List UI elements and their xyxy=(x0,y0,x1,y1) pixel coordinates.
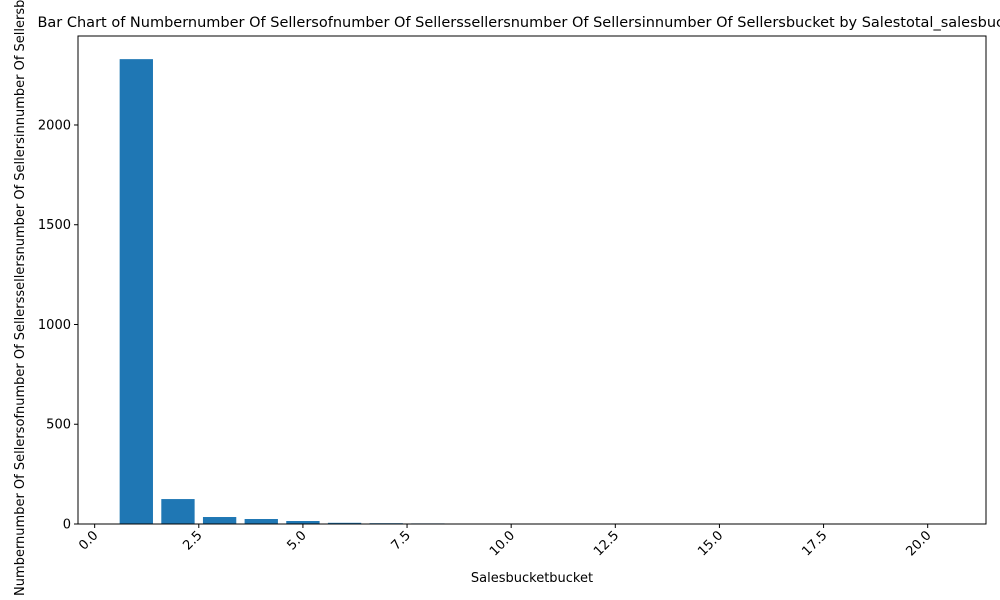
x-tick-label: 12.5 xyxy=(591,528,622,559)
bar-1 xyxy=(119,59,153,524)
chart-title: Bar Chart of Numbernumber Of Sellersofnu… xyxy=(37,15,1000,31)
x-tick-label: 17.5 xyxy=(799,528,830,559)
x-axis-ticks: 0.0 2.5 5.0 7.5 10.0 12.5 15.0 17.5 20.0 xyxy=(76,524,935,559)
x-tick-label: 7.5 xyxy=(389,528,414,553)
y-axis-label: Numbernumber Of Sellersofnumber Of Selle… xyxy=(13,0,28,596)
y-tick-label: 500 xyxy=(46,418,71,433)
x-axis-label: Salesbucketbucket xyxy=(471,571,593,586)
y-axis-ticks: 0 500 1000 1500 2000 xyxy=(38,118,78,533)
bar-3 xyxy=(202,517,237,524)
x-tick-label: 15.0 xyxy=(695,528,726,559)
y-tick-label: 1000 xyxy=(38,318,71,333)
x-tick-label: 2.5 xyxy=(180,528,205,553)
x-tick-label: 20.0 xyxy=(903,528,934,559)
bar-2 xyxy=(161,499,195,524)
bar-5 xyxy=(286,521,320,524)
x-tick-label: 5.0 xyxy=(285,528,310,553)
x-tick-label: 10.0 xyxy=(487,528,518,559)
y-tick-label: 0 xyxy=(63,518,71,533)
x-tick-label: 0.0 xyxy=(76,528,101,553)
bars-group xyxy=(119,59,945,524)
bar-4 xyxy=(244,519,278,524)
y-tick-label: 1500 xyxy=(38,218,71,233)
bar-6 xyxy=(327,522,362,524)
plot-frame xyxy=(77,35,987,525)
y-tick-label: 2000 xyxy=(38,118,71,133)
